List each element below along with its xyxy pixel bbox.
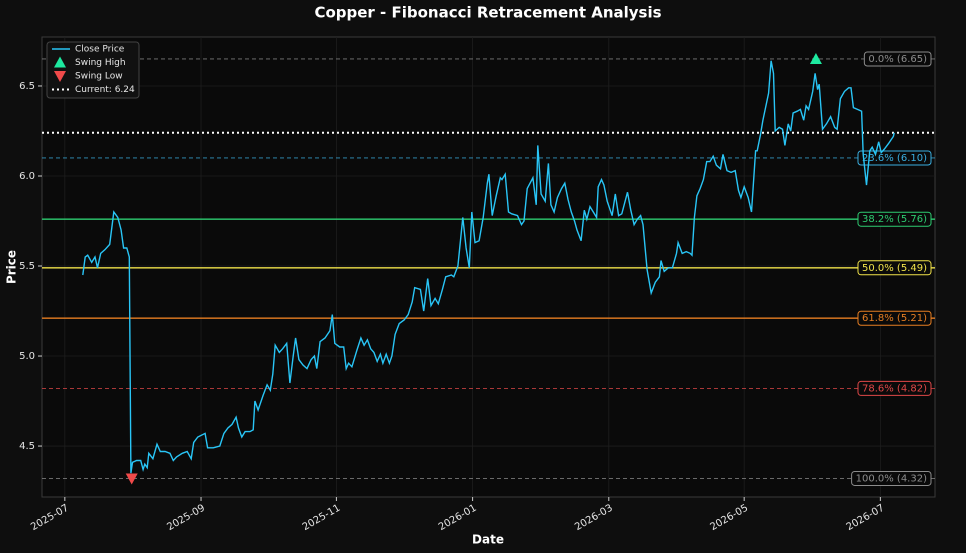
y-tick-label: 5.5 bbox=[19, 261, 35, 272]
y-tick-label: 5.0 bbox=[19, 351, 35, 362]
y-axis-label: Price bbox=[5, 250, 19, 284]
fib-level-label: 100.0% (4.32) bbox=[856, 473, 927, 484]
legend-label: Swing Low bbox=[75, 72, 123, 82]
x-tick-label: 2025-09 bbox=[165, 503, 207, 533]
fib-level-label: 38.2% (5.76) bbox=[862, 214, 927, 225]
swing-low-marker bbox=[125, 473, 138, 485]
plot-area bbox=[41, 36, 936, 498]
fib-level-box bbox=[863, 51, 932, 67]
swing-high-marker bbox=[809, 52, 822, 64]
fib-level-label: 0.0% (6.65) bbox=[868, 54, 927, 65]
price-line bbox=[82, 60, 895, 474]
y-tick-label: 4.5 bbox=[19, 441, 35, 452]
fib-level-label: 61.8% (5.21) bbox=[862, 313, 927, 324]
legend-label: Swing High bbox=[75, 58, 126, 68]
fib-level-box bbox=[857, 260, 932, 276]
y-tick-label: 6.5 bbox=[19, 81, 35, 92]
y-tick-label: 6.0 bbox=[19, 171, 35, 182]
x-tick-label: 2026-01 bbox=[437, 503, 479, 533]
legend-label: Current: 6.24 bbox=[75, 85, 135, 95]
x-tick-label: 2025-11 bbox=[301, 503, 343, 533]
fib-level-label: 50.0% (5.49) bbox=[862, 263, 927, 274]
x-tick-label: 2026-07 bbox=[845, 503, 887, 533]
fib-level-box bbox=[857, 380, 932, 396]
fib-level-box bbox=[857, 150, 932, 166]
fib-level-label: 23.6% (6.10) bbox=[862, 153, 927, 164]
x-axis-label: Date bbox=[472, 533, 504, 547]
fib-level-box bbox=[857, 310, 932, 326]
legend: Close Price Swing High Swing Low Current: 6… bbox=[46, 41, 140, 99]
legend-swatch bbox=[54, 71, 66, 82]
x-tick-label: 2026-05 bbox=[708, 503, 750, 533]
chart-title: Copper - Fibonacci Retracement Analysis bbox=[314, 4, 661, 22]
legend-box bbox=[46, 41, 140, 99]
x-tick-label: 2025-07 bbox=[29, 503, 71, 533]
fib-level-box bbox=[851, 470, 932, 486]
legend-swatch bbox=[54, 56, 66, 68]
legend-label: Close Price bbox=[75, 45, 125, 55]
fib-level-box bbox=[857, 211, 932, 227]
x-tick-label: 2026-03 bbox=[573, 503, 615, 533]
fib-level-label: 78.6% (4.82) bbox=[862, 383, 927, 394]
